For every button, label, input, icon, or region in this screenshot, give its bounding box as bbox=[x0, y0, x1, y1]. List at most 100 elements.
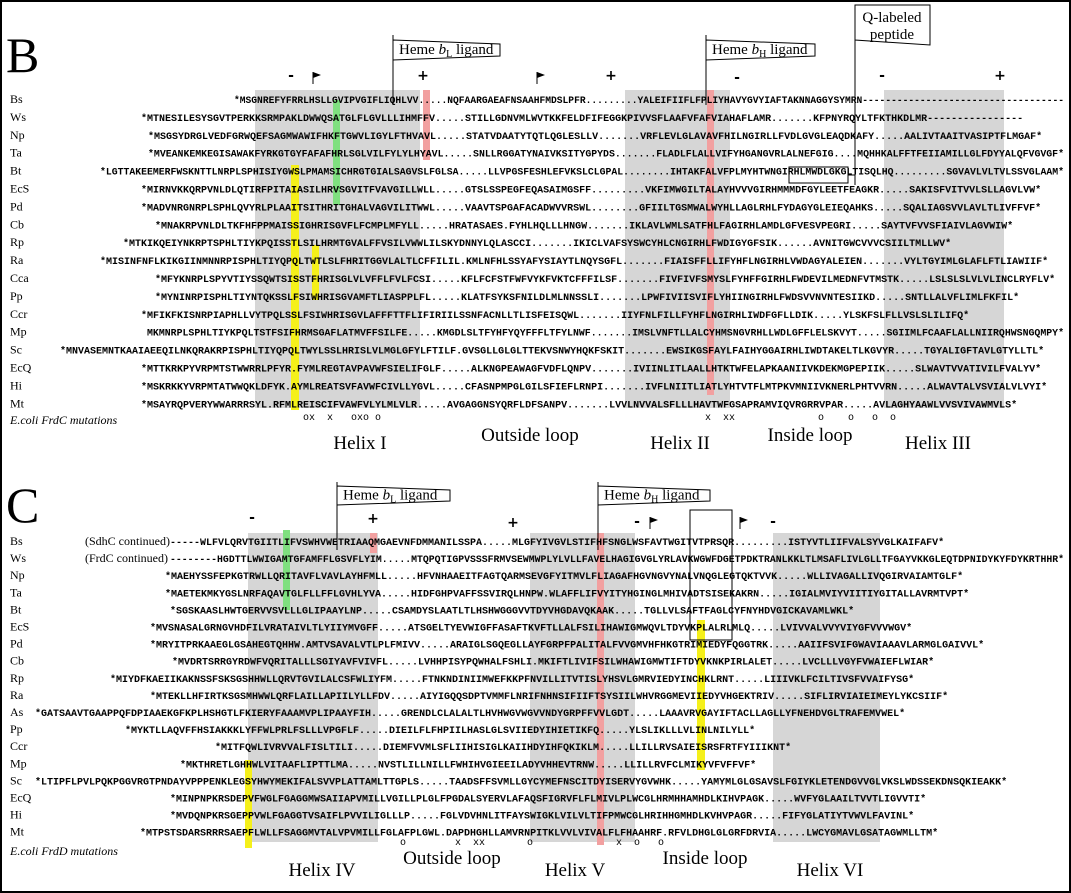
sequence: *MIRNVKKQRPVNLDLQTIRFPITAIASILHRVSGVITFV… bbox=[141, 185, 1041, 197]
sequence: *MIYDFKAEIIKAKNSSFSKSGSHHWLLQRVTGVILALCS… bbox=[110, 674, 914, 686]
panel-letter: B bbox=[6, 27, 39, 83]
sequence: *MFYKNRPLSPYVTIYSSQWTSISSTFHRISGLVLVFFLF… bbox=[155, 274, 1055, 286]
sequence: *MSGNREFYFRRLHSLLGVIPVGIFLIQHLVV.....NQF… bbox=[234, 95, 1064, 107]
mutation-marks: x xx bbox=[455, 838, 485, 849]
region-box bbox=[689, 509, 733, 641]
sequence: *MVEANKEMKEGISAWAKFYRKGTGYFAFAFHRLSGLVIL… bbox=[148, 149, 1064, 161]
continuation-note: (SdhC continued) bbox=[85, 534, 170, 548]
flag-label-part: ligand bbox=[658, 488, 700, 504]
pennant bbox=[740, 517, 748, 523]
mutation-marks: o bbox=[527, 838, 533, 849]
q-label: Q-labeled peptide bbox=[862, 10, 922, 43]
species-label: Np bbox=[10, 568, 25, 582]
charge-sign: + bbox=[605, 68, 617, 84]
sequence: *MNVASEMNTKAAIAEEQILNKQRAKRPISPHLTIYQPQL… bbox=[60, 346, 1044, 358]
species-label: Bt bbox=[10, 602, 22, 616]
q-label-line: Q-labeled bbox=[862, 10, 922, 26]
residue-highlight bbox=[697, 620, 705, 770]
charge-sign: + bbox=[507, 515, 519, 531]
q-flag bbox=[854, 4, 931, 46]
species-label: EcQ bbox=[10, 791, 32, 805]
species-label: Ws bbox=[10, 551, 26, 565]
sequence: MKMNRPLSPHLTIYKPQLTSTFSIFHRMSGAFLATMVFFS… bbox=[147, 328, 1064, 340]
mutation-label: E.coli FrdD mutations bbox=[9, 844, 118, 858]
species-label: Bs bbox=[10, 92, 23, 106]
flag-label: Heme bL ligand bbox=[343, 488, 438, 506]
sequence: -----WLFVLQRVTGIITLIFVSWHVWETRIAAQMGAEVN… bbox=[170, 537, 944, 549]
highlights bbox=[245, 90, 1004, 848]
region-label: Outside loop bbox=[403, 848, 501, 869]
flag-label-part: Heme bbox=[343, 488, 383, 504]
species-label: Ws bbox=[10, 110, 26, 124]
flag-label-part: Heme bbox=[712, 42, 752, 58]
mutation-marks: o o o o bbox=[818, 413, 896, 424]
sequence: *MKTHRETLGHHWLVITAAFLIPTTLMA.....NVSTLIL… bbox=[180, 759, 756, 771]
pennant bbox=[537, 72, 545, 78]
flag-label-part: ligand bbox=[766, 42, 808, 58]
helix-shade bbox=[248, 533, 378, 842]
residue-highlight bbox=[283, 530, 290, 610]
charge-sign: + bbox=[367, 511, 379, 527]
charge-sign: - bbox=[634, 514, 640, 530]
flag-label-part: H bbox=[651, 495, 658, 506]
charge-sign: - bbox=[770, 514, 776, 530]
species-label: Hi bbox=[10, 378, 23, 392]
region-label: Inside loop bbox=[663, 848, 748, 869]
species-label: Mp bbox=[10, 325, 27, 339]
flag-label-part: b bbox=[383, 488, 391, 504]
sequence: *MRYITPRKAAEGLGSAHEGTQHHW.AMTVSAVALVTLPL… bbox=[150, 640, 984, 652]
mutation-label: E.coli FrdC mutations bbox=[9, 413, 118, 427]
species-label: As bbox=[10, 705, 24, 719]
species-label: EcS bbox=[10, 182, 29, 196]
species-label: Pd bbox=[10, 199, 23, 213]
flag bbox=[336, 485, 451, 506]
region-label: Helix IV bbox=[288, 860, 355, 881]
sequence: *MITFQWLIVRVVALFISLTILI.....DIEMFVVMLSFL… bbox=[215, 742, 791, 754]
species-label: Mt bbox=[10, 825, 25, 839]
sequence: *MTTKRKPYVRPMTSTWWRRLPFYR.FYMLREGTAVPAVW… bbox=[141, 364, 1041, 376]
species-label: Pp bbox=[10, 289, 23, 303]
species-label: Rp bbox=[10, 235, 24, 249]
species-label: Bt bbox=[10, 164, 22, 178]
pennant bbox=[313, 72, 321, 78]
species-label: EcS bbox=[10, 620, 29, 634]
species-label: Cca bbox=[10, 271, 29, 285]
sequence: *MYNINRPISPHLTIYNTQKSSLFSIWHRISGVAMFTLIA… bbox=[155, 292, 1019, 304]
sequence: *MSKRKKYVRPMTATWWQKLDFYK.AYMLREATSVFAVWF… bbox=[141, 381, 1047, 393]
flag bbox=[597, 485, 711, 506]
residue-highlight bbox=[333, 100, 340, 205]
species-label: Ccr bbox=[10, 739, 27, 753]
species-label: Bs bbox=[10, 534, 23, 548]
species-label: Pd bbox=[10, 637, 23, 651]
flag-label-part: b bbox=[644, 488, 652, 504]
charge-sign: - bbox=[879, 68, 885, 84]
sequence: *MISINFNFLKIKGIINMNNRPISPHLTIYQPQLTWTLSL… bbox=[100, 256, 1048, 268]
flag-label-part: ligand bbox=[396, 488, 438, 504]
residue-highlight bbox=[245, 760, 252, 848]
mutation-marks: ox x oxo o bbox=[303, 413, 381, 424]
sequence: *MVSNASALGRNGVHDFILVRATAIVLTLYIIYMVGFF..… bbox=[150, 623, 912, 635]
pennant bbox=[650, 517, 658, 523]
species-label: Ra bbox=[10, 688, 24, 702]
flag bbox=[392, 39, 501, 61]
charge-sign: - bbox=[288, 68, 294, 84]
flag-label: Heme bH ligand bbox=[712, 42, 808, 60]
helix-shade bbox=[773, 533, 880, 842]
sequence: *MTPSTSDARSRRRSAEPFLWLLFSAGGMVTALVPVMILL… bbox=[140, 828, 938, 840]
sequence: *MADVNRGNRPLSPHLQVYRLPLAAITSITHRITGHALVA… bbox=[141, 202, 1041, 214]
species-label: Rp bbox=[10, 671, 24, 685]
sequence: *MSAYRQPVERYWWARRRSYL.RFMLREISCIFVAWFVLY… bbox=[141, 399, 1017, 411]
species-label: Ta bbox=[10, 585, 22, 599]
sequence: *MYKTLLAQVFFHSIAKKKLYFFWLPRLFSLLLVPGFLF.… bbox=[125, 725, 755, 737]
sequence: *MAETEKMKYGSLNRFAQAVTGLFLLFFLGVHLYVA....… bbox=[165, 588, 969, 600]
species-label: Pp bbox=[10, 722, 23, 736]
q-label-line: peptide bbox=[870, 27, 914, 43]
sequence: *LGTTAKEEMERFWSKNTTLNRPLSPHISIYGWSLPMAMS… bbox=[100, 167, 1064, 179]
species-label: Mt bbox=[10, 396, 25, 410]
charge-sign: + bbox=[417, 68, 429, 84]
residue-highlight bbox=[370, 533, 377, 553]
flag-label-part: H bbox=[759, 49, 766, 60]
species-label: Sc bbox=[10, 343, 22, 357]
flag-label-part: L bbox=[446, 49, 452, 60]
